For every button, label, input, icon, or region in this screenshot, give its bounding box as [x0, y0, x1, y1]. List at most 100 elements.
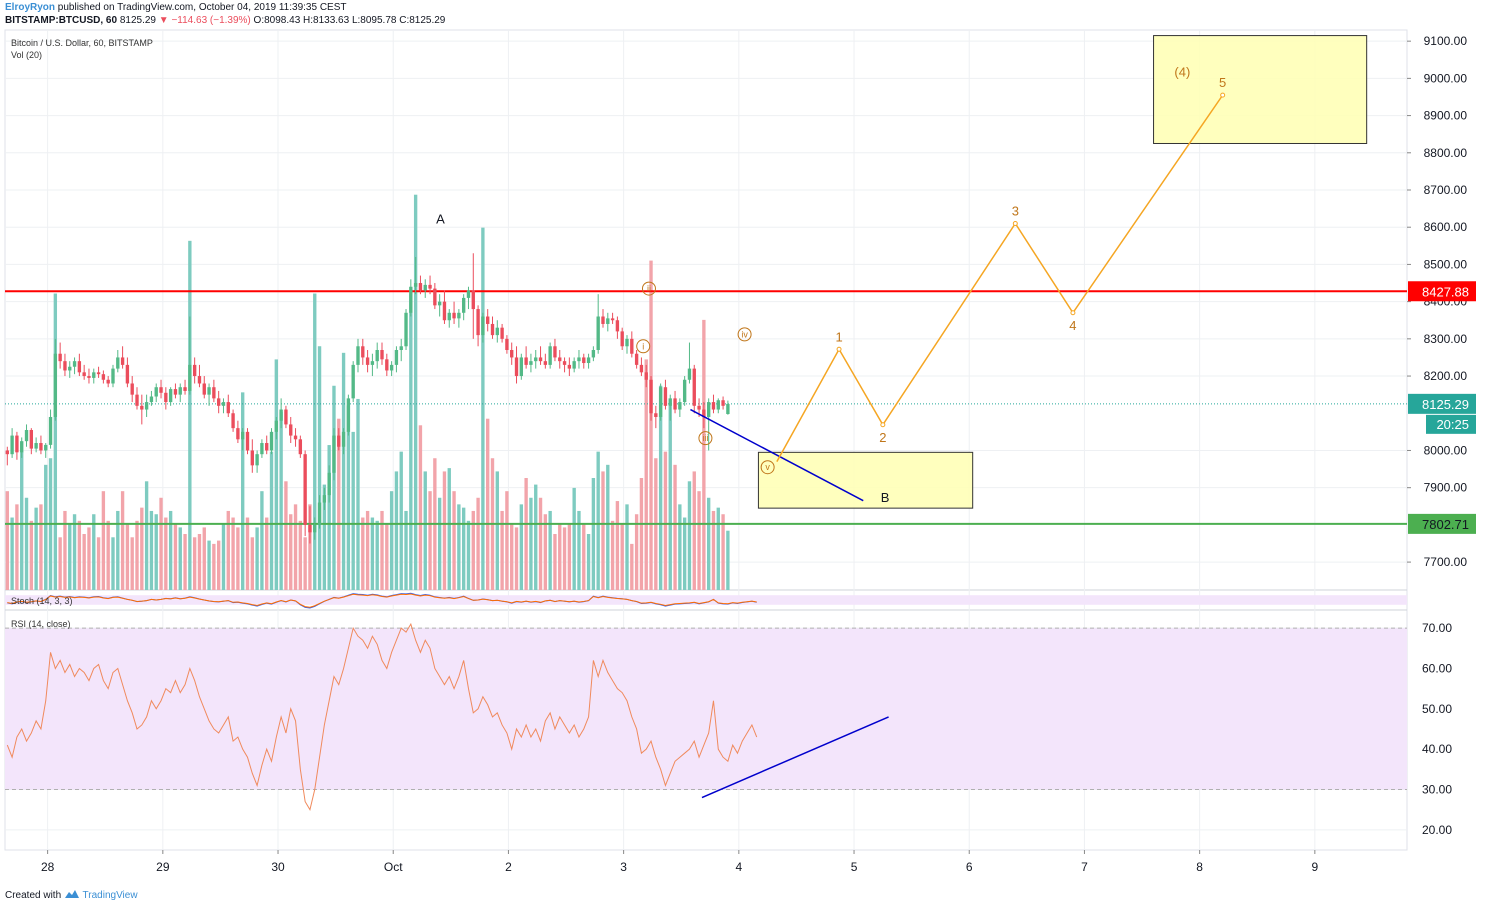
candle-body: [322, 495, 327, 503]
volume-bar: [116, 510, 120, 590]
volume-bar: [87, 527, 91, 590]
footer-brand[interactable]: TradingView: [82, 890, 138, 902]
candle-body: [337, 435, 341, 447]
time-axis-label: Oct: [384, 860, 403, 874]
volume-bar: [644, 359, 648, 590]
price-axis-label: 8200.00: [1424, 369, 1468, 383]
candle-body: [514, 357, 519, 377]
time-axis-label: 3: [620, 860, 627, 874]
projection-wave-path: [776, 94, 1224, 462]
time-axis-label: 30: [271, 860, 285, 874]
stoch-d-line: [7, 593, 757, 608]
subwave-label: iii: [702, 433, 708, 443]
target-zone: [1153, 35, 1368, 144]
candle-body: [548, 346, 552, 365]
volume-bar: [457, 504, 461, 590]
candle-body: [553, 346, 557, 358]
volume-bar: [437, 497, 442, 590]
candle-body: [697, 405, 701, 410]
wave-annotation: B: [881, 490, 890, 505]
candle-body: [308, 524, 312, 533]
price-axis-label: 7700.00: [1424, 555, 1468, 569]
volume-bar: [423, 471, 427, 590]
volume-bar: [29, 520, 34, 590]
volume-bar: [711, 510, 716, 590]
volume-bar: [586, 534, 591, 590]
candle-body: [106, 379, 110, 384]
volume-bar: [101, 491, 106, 590]
candle-body: [543, 361, 548, 365]
volume-bar: [192, 537, 197, 590]
candle-body: [567, 364, 572, 369]
volume-bar: [702, 319, 706, 590]
volume-bar: [726, 530, 730, 590]
rsi-axis-label: 40.00: [1422, 742, 1452, 756]
subwave-label: i: [642, 341, 644, 351]
countdown-badge: [1426, 414, 1476, 434]
projection-wave-label: 4: [1069, 318, 1076, 333]
volume-bar: [183, 534, 187, 590]
volume-bar: [250, 537, 254, 590]
candle-body: [519, 357, 524, 377]
volume-bar: [284, 481, 288, 590]
candle-body: [154, 387, 158, 397]
candle-body: [433, 288, 437, 306]
candle-body: [582, 357, 586, 364]
candle-body: [20, 441, 24, 453]
volume-bar: [716, 507, 720, 590]
candle-body: [250, 450, 254, 466]
candle-body: [274, 420, 279, 432]
volume-bar: [72, 514, 77, 590]
volume-bar: [658, 385, 663, 590]
volume-bar: [255, 527, 259, 590]
volume-bar: [553, 534, 557, 590]
candle-body: [351, 364, 355, 399]
volume-bar: [596, 451, 600, 590]
rsi-axis-label: 30.00: [1422, 782, 1452, 796]
candle-body: [63, 361, 67, 371]
time-axis-label: 6: [966, 860, 973, 874]
volume-bar: [625, 504, 629, 590]
resistance-badge: [1408, 281, 1476, 302]
volume-bar: [82, 534, 86, 590]
volume-bar: [221, 524, 226, 590]
candle-body: [634, 353, 639, 365]
candle-body: [39, 443, 43, 451]
candle-body: [356, 346, 360, 365]
candle-body: [639, 364, 644, 373]
volume-bar: [159, 497, 163, 590]
volume-bar: [591, 478, 596, 590]
candle-body: [389, 364, 394, 371]
wave-annotation: A: [436, 211, 445, 226]
volume-bar: [135, 520, 139, 590]
support-badge: [1408, 513, 1476, 534]
volume-bar: [452, 491, 456, 590]
author-link[interactable]: ElroyRyon: [5, 2, 56, 13]
candle-body: [48, 416, 53, 445]
candle-body: [365, 357, 370, 365]
candle-body: [221, 402, 226, 406]
volume-bar: [53, 293, 58, 590]
candle-body: [53, 353, 58, 417]
volume-bar: [476, 497, 480, 590]
time-axis-label: 4: [735, 860, 742, 874]
volume-bar: [236, 527, 240, 590]
candle-body: [625, 338, 629, 347]
candle-body: [101, 374, 106, 380]
candle-body: [164, 392, 168, 403]
projection-wave-label: 3: [1012, 203, 1019, 218]
candle-body: [702, 409, 706, 417]
volume-bar: [692, 471, 696, 590]
candle-body: [385, 359, 389, 371]
volume-bar: [534, 484, 538, 590]
candle-body: [15, 435, 19, 453]
candle-body: [399, 346, 403, 350]
candle-body: [428, 284, 432, 289]
volume-bar: [447, 468, 451, 590]
volume-bar: [106, 520, 110, 590]
volume-bar: [168, 510, 173, 590]
volume-bar: [375, 520, 379, 590]
candle-body: [327, 472, 331, 496]
volume-bar: [303, 537, 307, 590]
candle-body: [212, 387, 216, 399]
